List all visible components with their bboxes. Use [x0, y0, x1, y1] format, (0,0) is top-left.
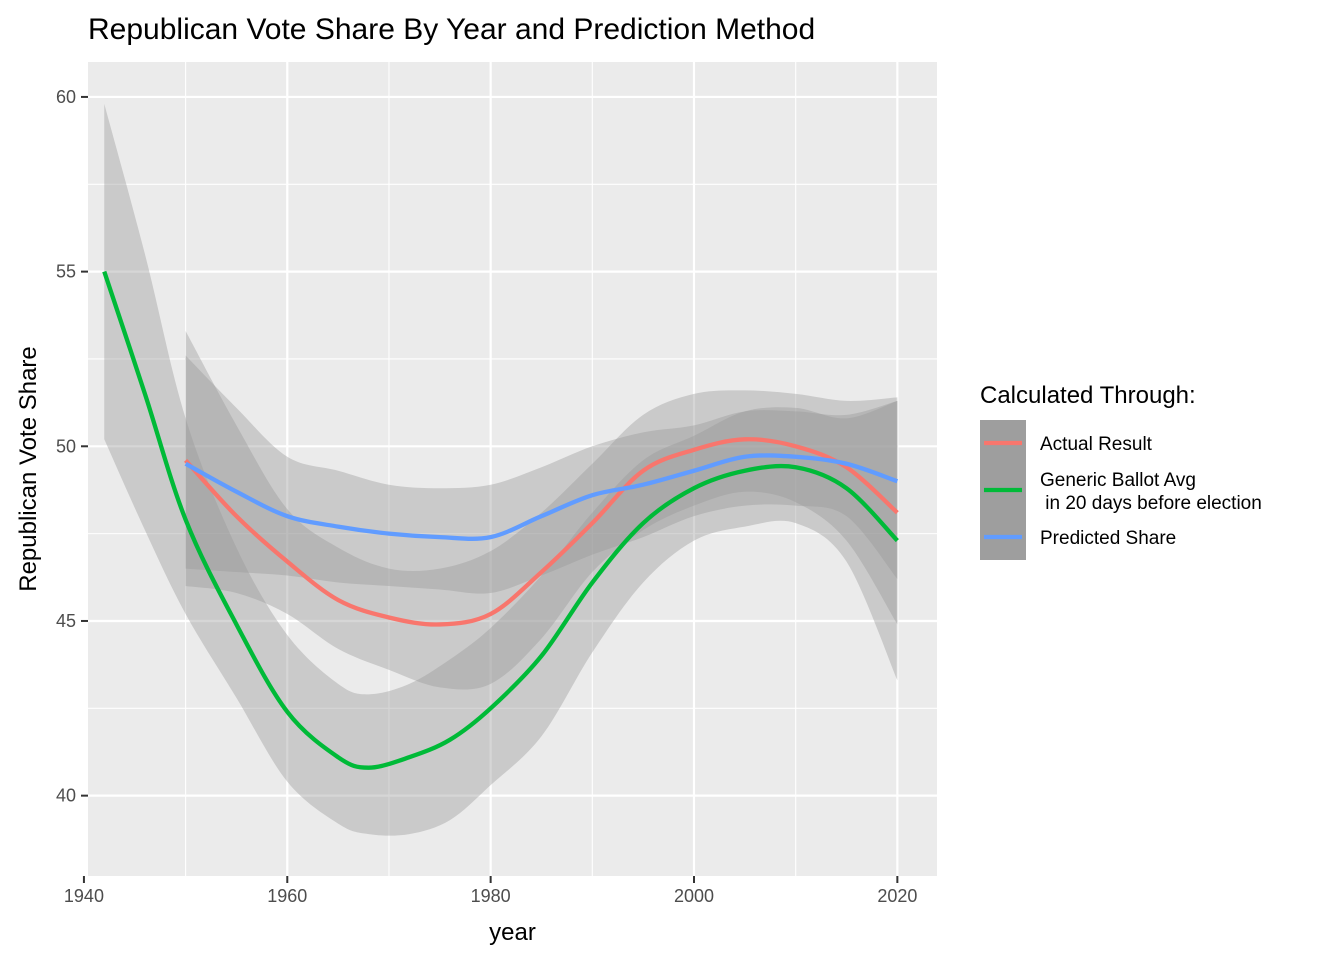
- x-tick-label: 1980: [471, 886, 511, 906]
- legend-label: Actual Result: [1040, 434, 1153, 455]
- y-tick-label: 50: [56, 436, 76, 456]
- legend-keys: Actual Result Generic Ballot Avg in 20 da…: [980, 420, 1262, 560]
- legend: Calculated Through: Actual Result Generic…: [980, 382, 1262, 560]
- ribbon-1: [185, 331, 898, 690]
- major-gridlines: [82, 62, 937, 876]
- legend-title: Calculated Through:: [980, 382, 1196, 409]
- x-tick-label: 2000: [674, 886, 714, 906]
- series-line-2: [102, 270, 899, 770]
- y-tick-label: 55: [56, 262, 76, 282]
- x-tick-label: 2020: [877, 886, 917, 906]
- y-axis: 40 45 50 55 60: [56, 87, 88, 806]
- x-tick-label: 1960: [267, 886, 307, 906]
- ribbon-2: [104, 103, 898, 836]
- x-axis-title: year: [489, 919, 536, 946]
- y-tick-label: 45: [56, 611, 76, 631]
- legend-label: Generic Ballot Avg in 20 days before ele…: [1040, 470, 1262, 514]
- y-axis-title: Republican Vote Share: [15, 346, 42, 592]
- y-tick-label: 60: [56, 87, 76, 107]
- series-line-1: [184, 437, 899, 627]
- chart-title: Republican Vote Share By Year and Predic…: [88, 13, 815, 46]
- x-axis: 1940 1960 1980 2000 2020: [64, 876, 917, 906]
- minor-gridlines: [88, 62, 937, 876]
- series-line-3: [184, 453, 899, 541]
- ribbon-3: [185, 355, 898, 594]
- x-tick-label: 1940: [64, 886, 104, 906]
- legend-label: Predicted Share: [1040, 528, 1176, 549]
- series-lines: [102, 270, 899, 770]
- y-tick-label: 40: [56, 786, 76, 806]
- confidence-ribbons: [104, 103, 898, 836]
